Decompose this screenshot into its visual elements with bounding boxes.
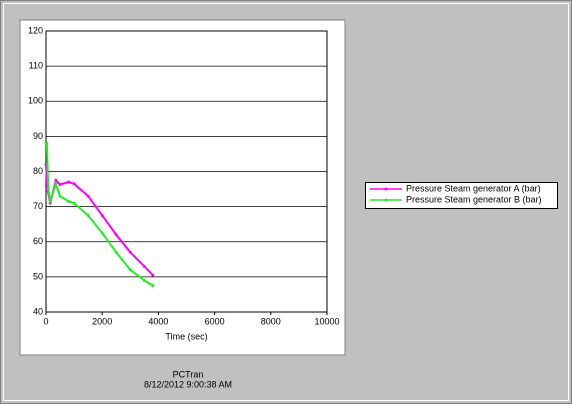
y-tick-label: 70 [33, 201, 43, 211]
point [100, 231, 104, 235]
frame [3, 3, 569, 401]
y-tick-label: 90 [33, 131, 43, 141]
chart-panel [19, 19, 346, 356]
point [114, 233, 118, 237]
point [54, 182, 58, 186]
point [142, 278, 146, 282]
x-axis-label: Time (sec) [165, 331, 207, 341]
y-tick-label: 120 [28, 25, 43, 35]
x-tick-label: 8000 [261, 316, 281, 326]
point [72, 201, 76, 205]
point [72, 182, 76, 186]
point [46, 187, 50, 191]
legend-label: Pressure Steam generator A (bar) [406, 183, 541, 193]
y-tick-label: 100 [28, 96, 43, 106]
series-line [45, 142, 154, 287]
timestamp: 8/12/2012 9:00:38 AM [144, 379, 232, 389]
y-tick-label: 60 [33, 236, 43, 246]
x-tick-label: 10000 [314, 316, 339, 326]
point [151, 284, 155, 288]
point [86, 194, 90, 198]
point [142, 264, 146, 268]
legend-marker [384, 187, 388, 191]
point [128, 250, 132, 254]
x-tick-label: 0 [43, 316, 48, 326]
app-name: PCTran [173, 369, 204, 379]
point [48, 199, 52, 203]
y-tick-label: 50 [33, 271, 43, 281]
y-tick-label: 80 [33, 166, 43, 176]
point [66, 199, 70, 203]
point [100, 213, 104, 217]
x-tick-label: 2000 [92, 316, 112, 326]
x-tick-label: 6000 [205, 316, 225, 326]
legend-marker [384, 198, 388, 202]
x-tick-label: 4000 [148, 316, 168, 326]
point [86, 213, 90, 217]
point [114, 250, 118, 254]
point [58, 182, 62, 186]
point [128, 268, 132, 272]
point [58, 194, 62, 198]
point [66, 180, 70, 184]
legend [365, 182, 558, 209]
point [54, 178, 58, 182]
y-tick-label: 40 [33, 306, 43, 316]
point [151, 273, 155, 277]
y-tick-label: 110 [29, 61, 43, 71]
point [45, 141, 49, 145]
legend-label: Pressure Steam generator B (bar) [406, 194, 542, 204]
